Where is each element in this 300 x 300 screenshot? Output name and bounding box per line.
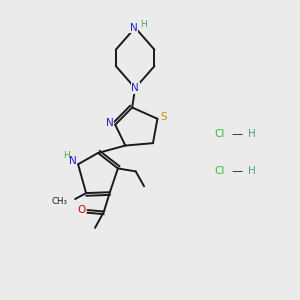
Text: N: N [130, 22, 137, 33]
Text: N: N [69, 156, 76, 166]
Text: H: H [63, 152, 70, 160]
Text: H: H [248, 166, 256, 176]
Text: S: S [160, 112, 167, 122]
Text: N: N [106, 118, 114, 128]
Text: —: — [232, 129, 243, 139]
Text: Cl: Cl [215, 166, 225, 176]
Text: —: — [232, 166, 243, 176]
Text: H: H [248, 129, 256, 139]
Text: Cl: Cl [215, 129, 225, 139]
Text: CH₃: CH₃ [51, 197, 68, 206]
Text: H: H [140, 20, 147, 28]
Text: O: O [77, 205, 85, 215]
Text: N: N [131, 83, 139, 93]
